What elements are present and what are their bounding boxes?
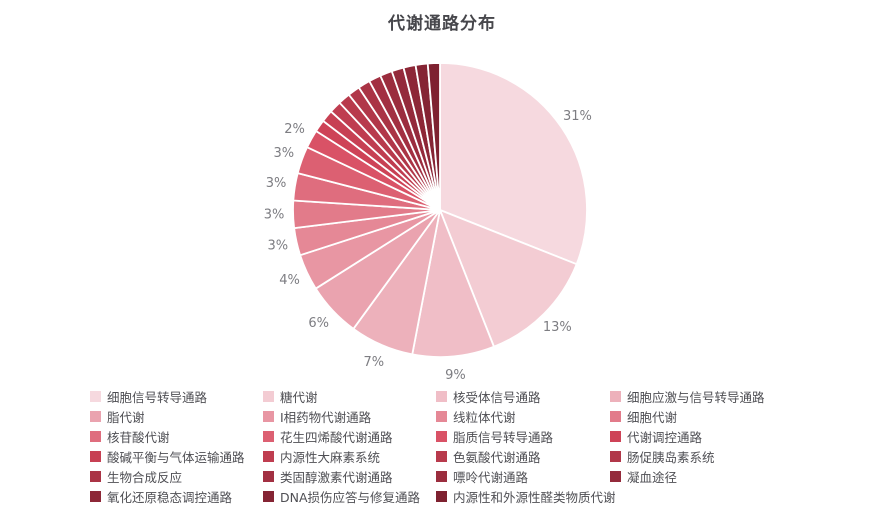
legend-label: 脂代谢: [107, 409, 145, 425]
legend-item: 细胞代谢: [610, 407, 794, 426]
legend-label: 嘌呤代谢通路: [453, 469, 529, 485]
legend-label: 色氨酸代谢通路: [453, 449, 541, 465]
pie-percent-label: 2%: [284, 122, 305, 137]
legend-label: 细胞信号转导通路: [107, 389, 208, 405]
legend-item: 糖代谢: [263, 387, 436, 406]
legend-swatch: [90, 390, 101, 402]
legend-label: 细胞应激与信号转导通路: [627, 389, 765, 405]
legend-swatch: [436, 450, 447, 462]
pie-percent-label: 3%: [273, 146, 294, 161]
legend-swatch: [436, 410, 447, 422]
pie-percent-label: 4%: [279, 273, 300, 288]
legend-label: I相药物代谢通路: [280, 409, 372, 425]
legend-swatch: [90, 490, 101, 502]
legend-label: 生物合成反应: [107, 469, 183, 485]
pie-percent-label: 6%: [308, 316, 329, 331]
legend-label: 肠促胰岛素系统: [627, 449, 715, 465]
legend-swatch: [610, 450, 621, 462]
chart-legend: 细胞信号转导通路 糖代谢 核受体信号通路 细胞应激与信号转导通路脂代谢 I相药物代谢通路…: [90, 386, 794, 506]
legend-swatch: [436, 430, 447, 442]
legend-swatch: [263, 410, 274, 422]
legend-label: DNA损伤应答与修复通路: [280, 489, 421, 505]
legend-label: 核苷酸代谢: [107, 429, 170, 445]
legend-item: 肠促胰岛素系统: [610, 447, 794, 466]
legend-item: 氧化还原稳态调控通路: [90, 487, 263, 506]
legend-label: 内源性大麻素系统: [280, 449, 381, 465]
legend-item: 凝血途径: [610, 467, 794, 486]
legend-label: 线粒体代谢: [453, 409, 516, 425]
legend-item: I相药物代谢通路: [263, 407, 436, 426]
legend-label: 氧化还原稳态调控通路: [107, 489, 233, 505]
legend-item: 内源性大麻素系统: [263, 447, 436, 466]
pie-percent-label: 3%: [264, 207, 285, 222]
legend-item: 酸碱平衡与气体运输通路: [90, 447, 263, 466]
legend-item: 类固醇激素代谢通路: [263, 467, 436, 486]
legend-swatch: [610, 470, 621, 482]
legend-item: 色氨酸代谢通路: [436, 447, 610, 466]
legend-item: 嘌呤代谢通路: [436, 467, 610, 486]
legend-item: 内源性和外源性醛类物质代谢: [436, 487, 616, 506]
legend-label: 核受体信号通路: [453, 389, 541, 405]
pie-percent-label: 7%: [363, 355, 384, 370]
legend-swatch: [436, 490, 447, 502]
legend-swatch: [263, 430, 274, 442]
legend-item: 细胞信号转导通路: [90, 387, 263, 406]
legend-label: 类固醇激素代谢通路: [280, 469, 393, 485]
pie-percent-label: 13%: [543, 320, 572, 335]
legend-swatch: [610, 390, 621, 402]
pie-slice: [426, 62, 441, 211]
legend-swatch: [610, 410, 621, 422]
legend-swatch: [263, 390, 274, 402]
legend-label: 内源性和外源性醛类物质代谢: [453, 489, 616, 505]
legend-item: 脂质信号转导通路: [436, 427, 610, 446]
legend-item: 生物合成反应: [90, 467, 263, 486]
legend-swatch: [90, 450, 101, 462]
legend-label: 糖代谢: [280, 389, 318, 405]
legend-item: 代谢调控通路: [610, 427, 794, 446]
legend-swatch: [263, 470, 274, 482]
legend-label: 代谢调控通路: [627, 429, 703, 445]
chart-title: 代谢通路分布: [388, 14, 496, 34]
pie-slice: [439, 62, 588, 266]
pie-percent-label: 3%: [266, 176, 287, 191]
pie-slice: [439, 209, 578, 348]
pie-slice: [411, 209, 495, 358]
legend-label: 凝血途径: [627, 469, 678, 485]
legend-swatch: [610, 430, 621, 442]
legend-item: 线粒体代谢: [436, 407, 610, 426]
legend-item: 核受体信号通路: [436, 387, 610, 406]
legend-swatch: [90, 470, 101, 482]
legend-label: 脂质信号转导通路: [453, 429, 554, 445]
legend-label: 细胞代谢: [627, 409, 678, 425]
legend-item: 核苷酸代谢: [90, 427, 263, 446]
pie-percent-label: 31%: [563, 109, 592, 124]
legend-swatch: [90, 410, 101, 422]
legend-label: 花生四烯酸代谢通路: [280, 429, 393, 445]
legend-swatch: [436, 470, 447, 482]
legend-swatch: [436, 390, 447, 402]
legend-swatch: [90, 430, 101, 442]
legend-item: DNA损伤应答与修复通路: [263, 487, 436, 506]
legend-item: 花生四烯酸代谢通路: [263, 427, 436, 446]
legend-swatch: [263, 450, 274, 462]
legend-item: 脂代谢: [90, 407, 263, 426]
pie-percent-label: 3%: [267, 238, 288, 253]
legend-label: 酸碱平衡与气体运输通路: [107, 449, 245, 465]
pie-percent-label: 9%: [445, 368, 466, 383]
legend-item: 细胞应激与信号转导通路: [610, 387, 794, 406]
legend-swatch: [263, 490, 274, 502]
